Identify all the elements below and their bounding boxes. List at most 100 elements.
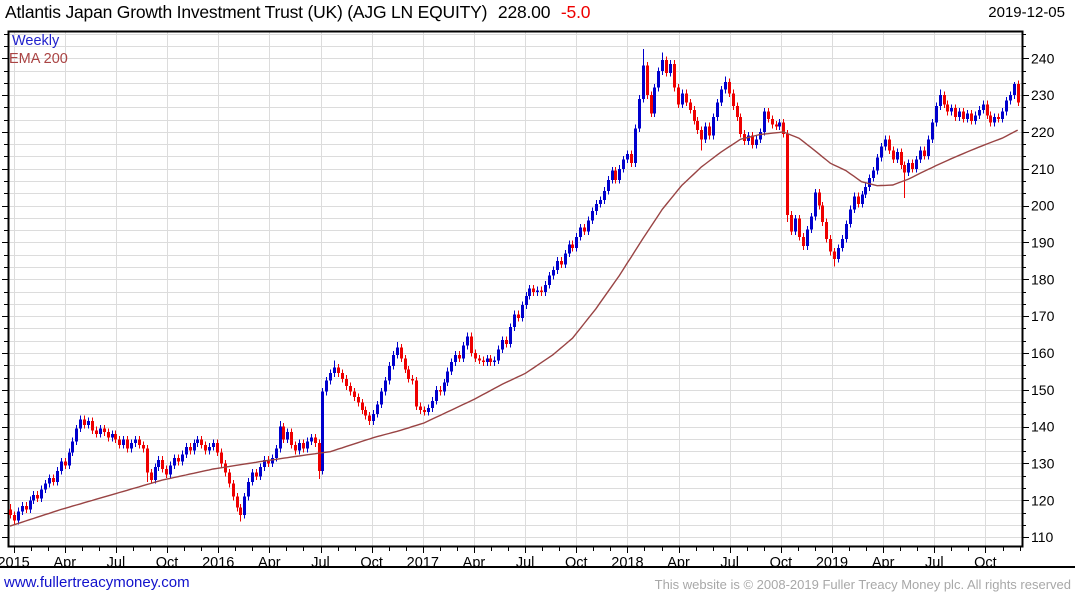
candle-body: [771, 119, 774, 125]
candle-body: [728, 82, 731, 94]
candle-body: [919, 150, 922, 160]
svg-text:130: 130: [1031, 455, 1055, 471]
candle-body: [44, 483, 47, 490]
candle-body: [1001, 111, 1004, 120]
candle-body: [704, 126, 707, 140]
candle-body: [302, 443, 305, 449]
candle-body: [747, 135, 750, 142]
candle-body: [216, 443, 219, 453]
candle-body: [642, 65, 645, 99]
axes: [2, 30, 1029, 553]
candle-body: [161, 459, 164, 470]
candle-body: [282, 426, 285, 440]
candle-body: [243, 496, 246, 516]
candle-body: [380, 391, 383, 405]
candle-body: [415, 380, 418, 407]
svg-text:210: 210: [1031, 161, 1055, 177]
candle-body: [411, 378, 414, 381]
candle-body: [638, 98, 641, 129]
candle-body: [454, 354, 457, 363]
candle-body: [560, 260, 563, 265]
candle-body: [103, 428, 106, 433]
candle-body: [548, 275, 551, 285]
svg-text:Apr: Apr: [258, 555, 281, 566]
candle-body: [927, 139, 930, 156]
candle-body: [146, 448, 149, 473]
candle-body: [837, 247, 840, 260]
candle-body: [95, 430, 98, 435]
candle-body: [685, 93, 688, 103]
candle-body: [329, 373, 332, 381]
candle-body: [75, 428, 78, 442]
candle-body: [501, 340, 504, 350]
candle-body: [325, 380, 328, 392]
candle-body: [173, 457, 176, 466]
candle-body: [118, 439, 121, 446]
candle-body: [263, 459, 266, 468]
candle-body: [482, 360, 485, 363]
candle-body: [247, 481, 250, 497]
candle-body: [720, 89, 723, 103]
candle-body: [915, 159, 918, 169]
candle-body: [478, 358, 481, 361]
candle-body: [872, 170, 875, 178]
candle-body: [630, 154, 633, 164]
candle-body: [903, 165, 906, 173]
candle-body: [228, 472, 231, 484]
candle-body: [212, 443, 215, 447]
candle-body: [716, 102, 719, 118]
candle-body: [9, 509, 12, 516]
candle-body: [48, 478, 51, 484]
candle-body: [528, 288, 531, 296]
candle-body: [661, 60, 664, 72]
candle-body: [99, 428, 102, 435]
candle-body: [169, 465, 172, 475]
candle-body: [79, 419, 82, 429]
candle-body: [810, 216, 813, 230]
candle-body: [935, 106, 938, 123]
candle-body: [755, 139, 758, 145]
site-link[interactable]: www.fullertreacymoney.com: [4, 574, 190, 591]
candle-body: [544, 284, 547, 293]
candle-body: [286, 432, 289, 440]
candle-body: [427, 408, 430, 412]
candle-body: [806, 229, 809, 247]
candle-body: [622, 159, 625, 169]
candle-body: [657, 71, 660, 88]
candle-body: [611, 170, 614, 180]
candle-body: [970, 113, 973, 121]
candle-body: [40, 489, 43, 499]
candle-body: [64, 461, 67, 466]
candle-body: [892, 150, 895, 160]
candle-body: [782, 122, 785, 134]
svg-text:Apr: Apr: [872, 555, 895, 566]
candle-body: [443, 382, 446, 392]
candle-body: [786, 133, 789, 215]
candle-body: [423, 410, 426, 412]
svg-text:2016: 2016: [202, 555, 234, 566]
candle-body: [700, 130, 703, 140]
candle-body: [450, 362, 453, 372]
candle-body: [306, 441, 309, 449]
candle-body: [646, 65, 649, 96]
candle-body: [978, 109, 981, 116]
candle-body: [821, 205, 824, 223]
candle-body: [435, 389, 438, 401]
candle-body: [439, 389, 442, 392]
svg-text:Oct: Oct: [360, 555, 383, 566]
candle-body: [310, 437, 313, 442]
candle-body: [939, 95, 942, 107]
candle-body: [583, 227, 586, 232]
candlesticks: [9, 49, 1020, 526]
candle-body: [1013, 84, 1016, 96]
candle-body: [1017, 84, 1020, 103]
candle-body: [689, 102, 692, 110]
candle-body: [603, 190, 606, 201]
candle-body: [513, 314, 516, 328]
candle-body: [400, 347, 403, 359]
candle-body: [556, 260, 559, 271]
svg-text:Oct: Oct: [770, 555, 793, 566]
candle-body: [497, 349, 500, 361]
candle-body: [368, 415, 371, 422]
candle-body: [849, 209, 852, 225]
